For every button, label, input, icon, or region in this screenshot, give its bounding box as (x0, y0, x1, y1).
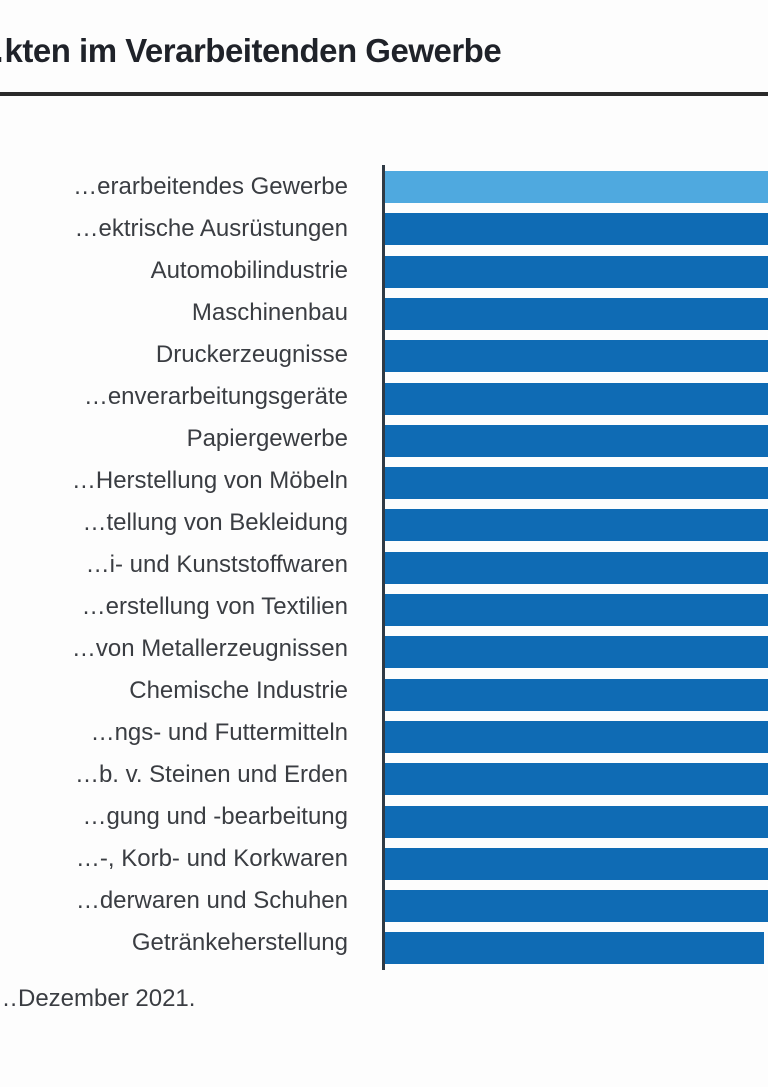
bar (385, 424, 768, 457)
category-label: …b. v. Steinen und Erden (74, 761, 348, 788)
bar (385, 509, 768, 542)
bar (385, 340, 768, 373)
category-label: …Herstellung von Möbeln (71, 467, 348, 494)
category-label: …tellung von Bekleidung (82, 509, 348, 536)
bar (385, 297, 768, 330)
footnote: …Dezember 2021. (0, 985, 196, 1012)
category-label: …ngs- und Futtermitteln (90, 719, 348, 746)
category-label: Papiergewerbe (186, 425, 348, 452)
bar (385, 805, 768, 838)
bar (385, 932, 765, 965)
bar (385, 890, 768, 923)
bar (385, 847, 768, 880)
bar (385, 594, 768, 626)
category-label: …i- und Kunststoffwaren (85, 551, 348, 578)
category-label: Druckerzeugnisse (155, 341, 348, 368)
bar (385, 763, 768, 796)
bar (385, 678, 768, 711)
category-label: …erarbeitendes Gewerbe (73, 173, 348, 200)
category-label: …von Metallerzeugnissen (71, 635, 348, 662)
chart-title: …kten im Verarbeitenden Gewerbe (0, 32, 502, 69)
category-label: Automobilindustrie (150, 257, 348, 284)
y-axis-line (382, 165, 385, 970)
category-label: …derwaren und Schuhen (75, 887, 348, 914)
category-label: Getränkeherstellung (131, 929, 348, 956)
bar (385, 255, 768, 288)
bar (385, 213, 768, 246)
category-label: …gung und -bearbeitung (82, 803, 348, 830)
category-label: …erstellung von Textilien (81, 593, 348, 620)
bar (385, 636, 768, 669)
category-label: Maschinenbau (191, 299, 348, 326)
category-labels: …erarbeitendes Gewerbe …ektrische Ausrüst… (72, 166, 348, 964)
category-label: Chemische Industrie (129, 677, 348, 704)
bar (385, 551, 768, 584)
category-label: …enverarbeitungsgeräte (83, 383, 348, 410)
bar (385, 467, 768, 500)
category-label: …ektrische Ausrüstungen (74, 215, 348, 242)
bar (385, 720, 768, 753)
category-label: …-, Korb- und Korkwaren (75, 845, 348, 872)
bar-highlight (385, 171, 768, 203)
bar (385, 382, 768, 415)
title-divider (0, 92, 768, 96)
